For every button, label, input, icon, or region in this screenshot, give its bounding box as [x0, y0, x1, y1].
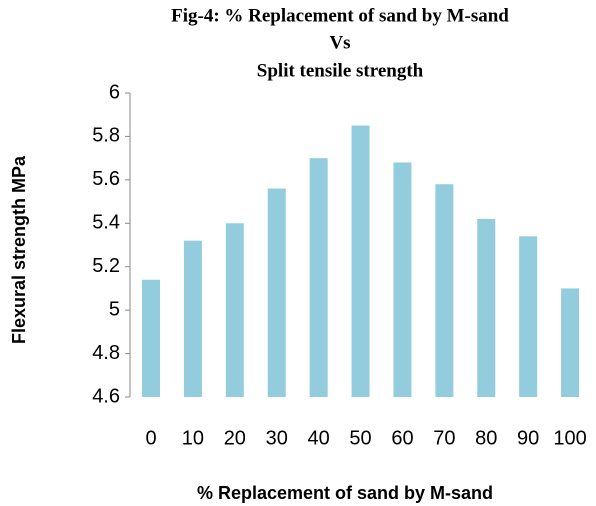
bar — [225, 223, 244, 397]
x-tick-label: 0 — [145, 427, 156, 449]
x-tick-label: 90 — [517, 427, 539, 449]
y-tick-label: 5.4 — [92, 212, 120, 234]
bar — [435, 184, 454, 397]
y-tick-label: 4.6 — [92, 385, 120, 407]
chart-title: Fig-4: % Replacement of sand by M-sand — [171, 5, 509, 26]
bar — [309, 158, 328, 397]
bar — [477, 218, 496, 397]
x-tick-label: 30 — [266, 427, 288, 449]
bar — [519, 236, 538, 397]
y-tick-label: 5.2 — [92, 255, 120, 277]
x-tick-label: 50 — [349, 427, 371, 449]
x-tick-label: 20 — [224, 427, 246, 449]
x-tick-label: 100 — [553, 427, 586, 449]
x-tick-label: 40 — [308, 427, 330, 449]
bar — [142, 279, 160, 397]
y-tick-label: 5 — [109, 298, 120, 320]
chart-title: Vs — [329, 32, 350, 53]
y-tick-label: 5.8 — [92, 125, 120, 147]
bar — [267, 188, 286, 397]
y-tick-label: 4.8 — [92, 342, 120, 364]
bar — [561, 288, 580, 397]
bar — [183, 240, 202, 397]
x-tick-label: 10 — [182, 427, 204, 449]
bar — [393, 162, 412, 397]
y-tick-label: 5.6 — [92, 168, 120, 190]
y-tick-label: 6 — [109, 81, 120, 103]
chart-title: Split tensile strength — [257, 60, 424, 81]
bar — [351, 125, 370, 398]
y-axis-title: Flexural strength MPa — [9, 155, 29, 344]
x-tick-label: 80 — [475, 427, 497, 449]
x-tick-label: 60 — [391, 427, 413, 449]
x-tick-label: 70 — [433, 427, 455, 449]
x-axis-title: % Replacement of sand by M-sand — [197, 483, 493, 503]
